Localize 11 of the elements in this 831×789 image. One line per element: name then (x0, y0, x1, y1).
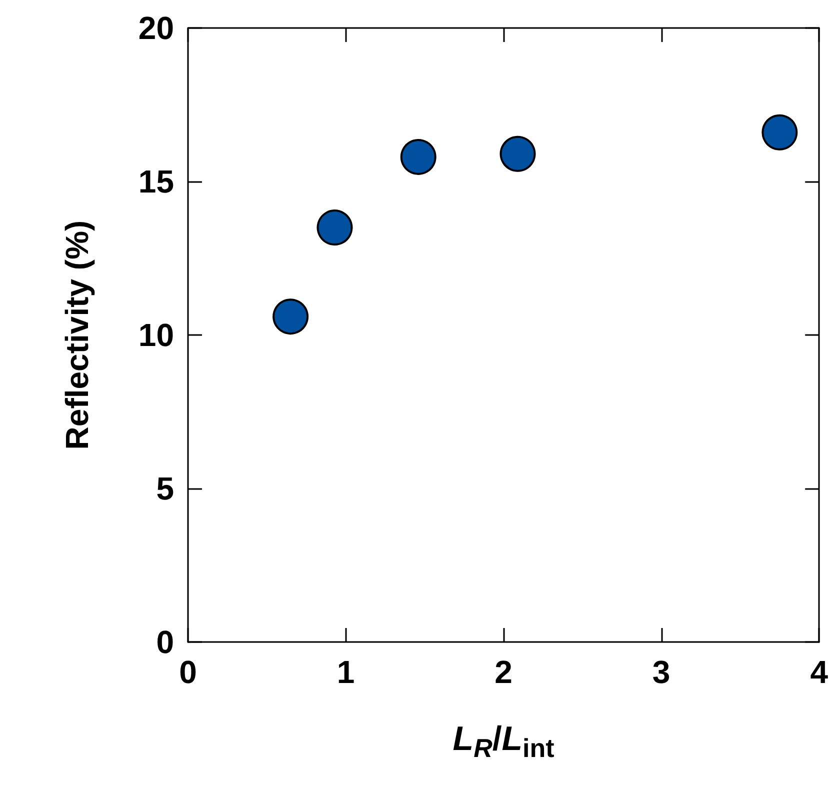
y-axis-title: Reflectivity (%) (59, 220, 95, 450)
y-tick-label: 15 (138, 164, 174, 200)
x-tick-label: 4 (810, 654, 828, 690)
y-tick-label: 0 (156, 624, 174, 660)
x-tick-label: 1 (336, 654, 355, 690)
y-tick-label: 10 (138, 317, 174, 353)
y-tick-label: 20 (138, 10, 174, 46)
x-tick-label: 3 (652, 654, 670, 690)
x-tick-label: 2 (494, 654, 512, 690)
x-tick-label: 0 (179, 654, 197, 690)
y-tick-label: 5 (156, 470, 174, 506)
